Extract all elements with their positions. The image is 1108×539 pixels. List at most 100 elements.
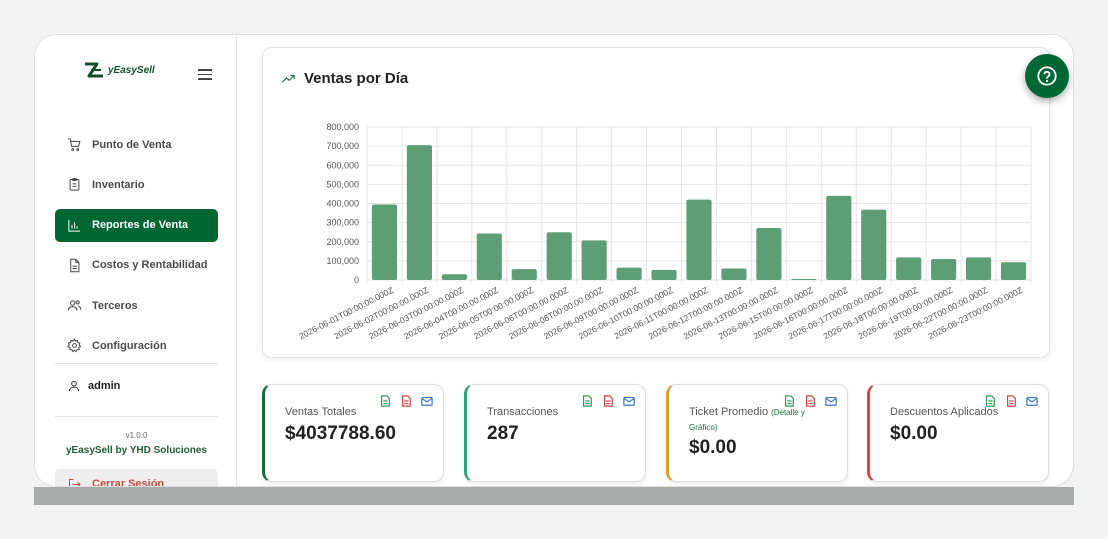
excel-icon[interactable] (984, 395, 996, 407)
bar (616, 267, 642, 280)
email-icon[interactable] (825, 395, 837, 407)
username: admin (88, 380, 121, 392)
app-version: v1.0.0 (125, 431, 148, 440)
sidebar-item-label: Reportes de Venta (92, 219, 188, 232)
logout-button[interactable]: Cerrar Sesión (55, 469, 218, 487)
sidebar-item-label: Terceros (92, 299, 138, 312)
export-actions (984, 395, 1038, 407)
sidebar-item-label: Costos y Rentabilidad (92, 259, 208, 272)
stat-value: $0.00 (890, 423, 938, 444)
bar (721, 268, 747, 280)
bar (511, 269, 537, 280)
email-icon[interactable] (421, 395, 433, 407)
excel-icon[interactable] (379, 395, 391, 407)
y-tick-label: 300,000 (326, 218, 359, 228)
bar (756, 227, 782, 280)
sidebar-item-configuracion[interactable]: Configuración (55, 329, 218, 362)
bar (581, 240, 607, 280)
bar (406, 145, 433, 280)
bar (441, 274, 467, 280)
bar (896, 257, 922, 280)
cart-icon (68, 138, 81, 151)
bar-chart-icon (68, 219, 81, 232)
sidebar-item-punto-de-venta[interactable]: Punto de Venta (55, 128, 218, 161)
help-button[interactable] (1025, 54, 1069, 98)
y-tick-label: 700,000 (326, 141, 359, 151)
y-tick-label: 400,000 (326, 199, 359, 209)
sidebar-divider (55, 416, 218, 417)
stat-label: Ventas Totales (285, 406, 357, 418)
y-tick-label: 100,000 (326, 256, 359, 266)
bar (861, 209, 887, 280)
pdf-icon[interactable] (400, 395, 412, 407)
pdf-icon[interactable] (602, 395, 614, 407)
users-icon (67, 300, 82, 311)
brand-logo[interactable]: yEasySell (83, 61, 155, 79)
bar (546, 232, 572, 280)
y-tick-label: 500,000 (326, 179, 359, 189)
sidebar-nav: Punto de Venta Inventario Reportes de Ve… (55, 128, 218, 370)
hamburger-menu-icon[interactable] (198, 69, 212, 80)
export-actions (581, 395, 635, 407)
bar (1000, 262, 1027, 280)
sidebar-item-label: Configuración (92, 339, 167, 352)
excel-icon[interactable] (581, 395, 593, 407)
sidebar-item-label: Inventario (92, 178, 145, 191)
email-icon[interactable] (1026, 395, 1038, 407)
y-tick-label: 0 (354, 275, 359, 285)
trending-up-icon (281, 74, 295, 83)
bottom-scroll-bar (34, 487, 1074, 505)
sales-by-day-card: Ventas por Día 800,000 700,000 600,000 500,… (262, 47, 1050, 358)
bar (686, 199, 712, 280)
stat-card-transacciones: Transacciones 287 (464, 384, 646, 482)
export-actions (379, 395, 433, 407)
stat-card-ventas-totales: Ventas Totales $4037788.60 (262, 384, 444, 482)
question-icon (1037, 66, 1057, 86)
sidebar-item-terceros[interactable]: Terceros (55, 289, 218, 322)
logout-icon (69, 478, 81, 486)
stat-sublabel: (Detalle y Gráfico) (689, 408, 805, 432)
gear-icon (67, 338, 82, 353)
excel-icon[interactable] (783, 395, 795, 407)
stat-value: 287 (487, 423, 519, 444)
sidebar-divider (55, 363, 218, 364)
user-profile[interactable]: admin (67, 379, 120, 393)
pdf-icon[interactable] (804, 395, 816, 407)
bar (826, 195, 852, 280)
stat-label: Descuentos Aplicados (890, 406, 999, 418)
company-name: yEasySell by YHD Soluciones (66, 445, 207, 456)
bar (965, 257, 992, 280)
sidebar: yEasySell Punto de Venta Inventario Repo… (35, 35, 237, 487)
stat-value: $4037788.60 (285, 423, 396, 444)
bar (931, 258, 957, 280)
stat-label: Ticket Promedio (Detalle y Gráfico) (689, 406, 805, 432)
y-tick-label: 200,000 (326, 237, 359, 247)
bar (476, 233, 502, 280)
document-icon (70, 258, 80, 273)
sidebar-item-reportes-de-venta[interactable]: Reportes de Venta (55, 208, 218, 242)
sidebar-item-costos-y-rentabilidad[interactable]: Costos y Rentabilidad (55, 249, 218, 282)
stat-card-descuentos-aplicados: Descuentos Aplicados $0.00 (867, 384, 1049, 482)
bar (651, 269, 677, 280)
logo-icon (85, 62, 103, 78)
bar (371, 204, 398, 280)
stat-value: $0.00 (689, 437, 737, 458)
stat-label: Transacciones (487, 406, 559, 418)
export-actions (783, 395, 837, 407)
bar (791, 279, 817, 281)
chart-title-text: Ventas por Día (304, 70, 409, 87)
stat-card-ticket-promedio: Ticket Promedio (Detalle y Gráfico) $0.0… (666, 384, 848, 482)
y-tick-label: 800,000 (326, 122, 359, 132)
user-icon (68, 380, 80, 392)
clipboard-icon (69, 178, 80, 191)
logout-label: Cerrar Sesión (92, 478, 165, 487)
y-tick-label: 600,000 (326, 160, 359, 170)
sales-bar-chart: 800,000 700,000 600,000 500,000 400,000 300,0… (297, 122, 1032, 341)
email-icon[interactable] (623, 395, 635, 407)
chart-title: Ventas por Día (281, 70, 408, 87)
sidebar-item-label: Punto de Venta (92, 138, 172, 151)
brand-name: yEasySell (108, 64, 155, 76)
app-window: yEasySell Punto de Venta Inventario Repo… (34, 34, 1074, 487)
pdf-icon[interactable] (1005, 395, 1017, 407)
sidebar-item-inventario[interactable]: Inventario (55, 168, 218, 201)
